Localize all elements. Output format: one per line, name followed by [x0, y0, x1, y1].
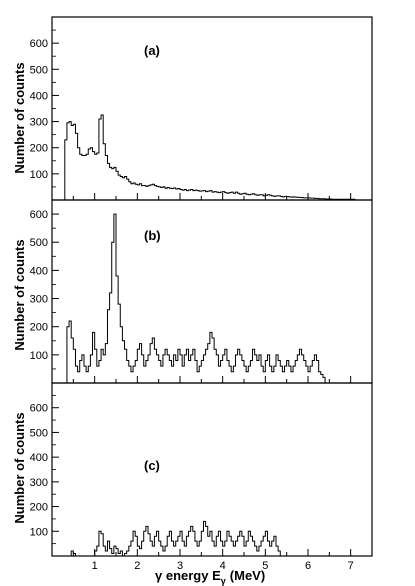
y-tick-label-b: 100: [30, 350, 48, 362]
y-ticks-c: 100 200 300 400 500 600: [30, 394, 59, 545]
x-axis-label-main: γ energy E: [155, 568, 221, 583]
plot-frame-b: [51, 199, 373, 384]
y-tick-label-a: 100: [30, 169, 48, 181]
y-tick-label-a: 400: [30, 90, 48, 102]
y-tick-label-b: 300: [30, 294, 48, 306]
y-tick-label-b: 400: [30, 265, 48, 277]
plot-frame-c: [51, 382, 373, 557]
y-tick-label-c: 100: [30, 526, 48, 538]
y-axis-label-b: Number of counts: [12, 239, 27, 350]
x-tick-label: 1: [92, 560, 98, 572]
x-tick-label: 5: [262, 560, 268, 572]
y-tick-label-c: 400: [30, 452, 48, 464]
x-axis-label: γ energy Eγ (MeV): [155, 568, 265, 586]
y-tick-label-b: 600: [30, 209, 48, 221]
y-ticks-b: 100 200 300 400 500 600: [30, 209, 59, 370]
y-tick-label-b: 500: [30, 237, 48, 249]
x-tick-label: 6: [305, 560, 311, 572]
y-tick-label-c: 600: [30, 403, 48, 415]
panel-c: 100 200 300 400 500 600 1 2 3 4 5 6 7 (c) Number of…: [12, 382, 373, 572]
x-ticks-a: [72, 193, 352, 200]
panel-label-b: (b): [144, 228, 161, 243]
y-ticks-a: 100 200 300 400 500 600: [30, 29, 59, 188]
x-axis-label-unit: (MeV): [230, 568, 265, 583]
y-tick-label-c: 200: [30, 502, 48, 514]
y-tick-label-a: 300: [30, 117, 48, 129]
x-tick-label: 4: [220, 560, 226, 572]
y-axis-label-c: Number of counts: [12, 412, 27, 523]
histogram-b: [62, 213, 326, 384]
panel-a: 100 200 300 400 500 600 (a) Number of counts: [12, 16, 373, 201]
y-tick-label-c: 500: [30, 427, 48, 439]
y-tick-label-b: 200: [30, 322, 48, 334]
histogram-a: [64, 114, 356, 200]
panel-label-c: (c): [144, 458, 160, 473]
plot-frame-a: [51, 16, 373, 201]
x-axis-label-sub: γ: [221, 576, 226, 586]
x-ticks-c: 1 2 3 4 5 6 7: [72, 549, 354, 572]
y-tick-label-a: 200: [30, 143, 48, 155]
histogram-c: [62, 520, 283, 557]
x-tick-label: 2: [134, 560, 140, 572]
x-tick-label: 3: [177, 560, 183, 572]
x-tick-label: 7: [348, 560, 354, 572]
y-tick-label-a: 600: [30, 38, 48, 50]
panel-label-a: (a): [144, 43, 160, 58]
y-tick-label-a: 500: [30, 64, 48, 76]
panel-b: 100 200 300 400 500 600 (b) Number of counts: [12, 199, 373, 384]
x-ticks-b: [72, 376, 352, 383]
y-axis-label-a: Number of counts: [12, 62, 27, 173]
y-tick-label-c: 300: [30, 477, 48, 489]
